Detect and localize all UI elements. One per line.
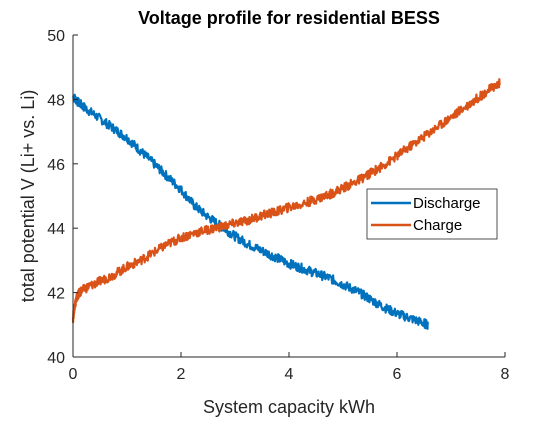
- y-tick-label: 50: [47, 28, 65, 45]
- series-charge: [71, 78, 501, 324]
- y-tick-label: 40: [47, 350, 65, 367]
- data-point: [86, 108, 88, 110]
- data-point: [383, 165, 385, 167]
- x-tick-label: 0: [69, 366, 78, 383]
- data-point: [288, 206, 290, 208]
- data-point: [369, 173, 371, 175]
- x-tick-label: 6: [393, 366, 402, 383]
- data-point: [78, 102, 80, 104]
- data-point: [180, 189, 182, 191]
- series-discharge: [72, 93, 429, 330]
- legend-label-discharge: Discharge: [413, 195, 481, 212]
- data-point: [342, 187, 344, 189]
- data-point: [491, 87, 493, 89]
- data-point: [234, 223, 236, 225]
- y-tick-label: 48: [47, 92, 65, 109]
- data-point: [113, 127, 115, 129]
- data-point: [423, 136, 425, 138]
- data-point: [194, 232, 196, 234]
- data-point: [167, 243, 169, 245]
- data-point: [126, 137, 128, 139]
- data-point: [315, 272, 317, 274]
- data-point: [410, 318, 412, 320]
- y-tick-label: 42: [47, 286, 65, 303]
- data-point: [383, 306, 385, 308]
- data-point: [80, 290, 82, 292]
- data-point: [423, 322, 425, 324]
- data-point: [499, 82, 501, 84]
- data-point: [88, 285, 90, 287]
- x-tick-label: 4: [285, 366, 294, 383]
- data-point: [99, 118, 101, 120]
- data-point: [275, 211, 277, 213]
- legend: Discharge Charge: [366, 188, 498, 240]
- data-point: [207, 216, 209, 218]
- data-point: [207, 229, 209, 231]
- data-point: [248, 219, 250, 221]
- x-tick-label: 2: [177, 366, 186, 383]
- data-point: [369, 298, 371, 300]
- chart-title: Voltage profile for residential BESS: [138, 8, 440, 28]
- data-point: [221, 226, 223, 228]
- series-line-charge: [71, 78, 501, 324]
- data-point: [126, 266, 128, 268]
- data-point: [315, 198, 317, 200]
- data-point: [288, 263, 290, 265]
- x-axis-label: System capacity kWh: [203, 397, 375, 417]
- data-point: [356, 290, 358, 292]
- data-point: [450, 116, 452, 118]
- data-point: [153, 251, 155, 253]
- y-tick-label: 46: [47, 157, 65, 174]
- data-point: [410, 145, 412, 147]
- data-point: [99, 280, 101, 282]
- data-point: [437, 126, 439, 128]
- y-axis-label: total potential V (Li+ vs. Li): [18, 90, 38, 303]
- series-line-discharge: [72, 93, 429, 330]
- data-point: [396, 155, 398, 157]
- legend-label-charge: Charge: [413, 217, 462, 234]
- data-point: [180, 237, 182, 239]
- data-point: [74, 305, 76, 307]
- data-point: [329, 277, 331, 279]
- data-point: [194, 205, 196, 207]
- data-point: [329, 194, 331, 196]
- data-point: [342, 284, 344, 286]
- data-point: [234, 235, 236, 237]
- data-point: [113, 274, 115, 276]
- data-point: [167, 176, 169, 178]
- data-point: [153, 163, 155, 165]
- data-point: [140, 260, 142, 262]
- data-point: [261, 214, 263, 216]
- data-point: [248, 243, 250, 245]
- x-tick-label: 8: [501, 366, 510, 383]
- data-point: [396, 313, 398, 315]
- data-point: [76, 295, 78, 297]
- data-point: [427, 324, 429, 326]
- series-layer: [71, 78, 501, 330]
- data-point: [464, 107, 466, 109]
- data-point: [356, 181, 358, 183]
- data-point: [275, 256, 277, 258]
- data-point: [302, 268, 304, 270]
- data-point: [302, 203, 304, 205]
- data-point: [477, 97, 479, 99]
- data-point: [140, 150, 142, 152]
- data-point: [261, 250, 263, 252]
- y-tick-label: 44: [47, 221, 65, 238]
- legend-box: [366, 188, 498, 240]
